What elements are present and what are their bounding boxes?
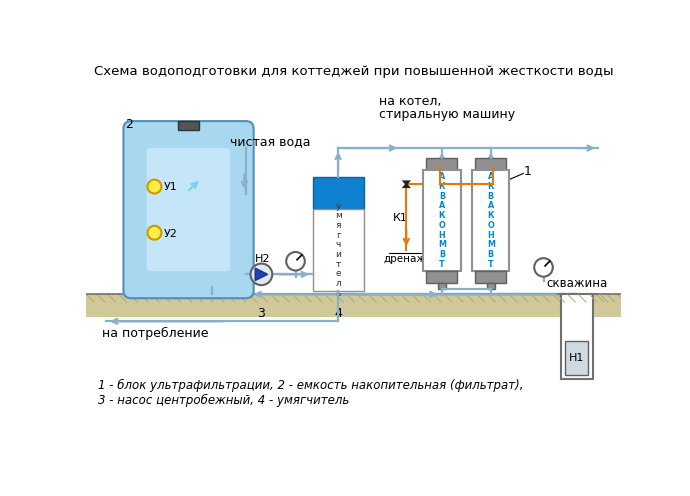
Text: скважина: скважина [546,277,607,290]
Text: стиральную машину: стиральную машину [380,109,515,122]
Bar [313,177,364,209]
FancyBboxPatch shape [147,148,230,271]
Text: на потребление: на потребление [101,327,208,340]
Bar [487,283,495,289]
Bar [426,158,457,171]
Bar [565,341,589,375]
Text: 4: 4 [334,307,342,320]
Circle shape [250,263,273,285]
Bar [426,270,457,283]
Text: У1: У1 [164,183,177,192]
Text: у
м
я
г
ч
и
т
е
л
ь: у м я г ч и т е л ь [335,201,342,298]
Polygon shape [402,183,411,188]
Bar [313,209,364,291]
Bar [560,294,593,379]
Text: 1: 1 [524,165,532,178]
Text: дренаж: дренаж [384,254,426,264]
Text: на котел,: на котел, [380,95,442,108]
Text: А
К
В
А
К
О
Н
М
В
Т: А К В А К О Н М В Т [487,172,495,269]
Polygon shape [402,181,411,186]
Bar [475,270,506,283]
Bar [178,121,199,130]
Text: 1 - блок ультрафильтрации, 2 - емкость накопительная (фильтрат),
3 - насос центр: 1 - блок ультрафильтрации, 2 - емкость н… [98,379,524,407]
Bar [86,294,621,317]
Circle shape [148,226,161,240]
Circle shape [148,180,161,193]
Text: А
К
В
А
К
О
Н
М
В
Т: А К В А К О Н М В Т [438,172,446,269]
Text: К1: К1 [393,213,407,223]
Text: 3: 3 [257,307,266,320]
Polygon shape [255,268,268,281]
Text: Схема водоподготовки для коттеджей при повышенной жесткости воды: Схема водоподготовки для коттеджей при п… [94,65,613,78]
Circle shape [534,258,553,277]
Text: Н1: Н1 [569,353,584,363]
Bar [472,171,509,270]
Circle shape [286,252,305,270]
Text: 2: 2 [125,119,132,131]
Text: У2: У2 [164,229,177,239]
Bar [438,283,446,289]
Bar [475,158,506,171]
Text: чистая вода: чистая вода [230,135,310,148]
FancyBboxPatch shape [124,121,254,298]
Text: Н2: Н2 [255,254,270,264]
Bar [424,171,461,270]
